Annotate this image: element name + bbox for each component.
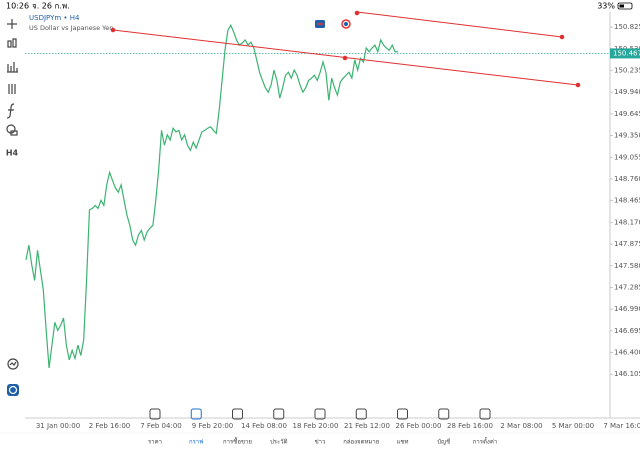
tab-label[interactable]: กล่องจดหมาย	[343, 439, 379, 446]
function-tool[interactable]	[6, 103, 15, 119]
y-tick-label: 146.990	[614, 305, 640, 313]
trend-line[interactable]	[356, 11, 563, 38]
y-tick-label: 146.105	[614, 370, 640, 378]
y-tick-label: 147.285	[614, 283, 640, 291]
tab-icon	[149, 408, 161, 420]
status-time: 10:26	[6, 2, 29, 11]
trend-handle[interactable]	[559, 34, 565, 40]
x-tick-label: 14 Feb 08:00	[241, 422, 287, 430]
tab-label[interactable]: ข่าว	[315, 439, 326, 446]
trade-tool[interactable]	[7, 384, 19, 396]
x-tick-label: 7 Mar 16:00	[603, 422, 640, 430]
objects-tool[interactable]	[6, 124, 18, 136]
current-price-label: 150.467	[613, 49, 640, 57]
tab-bar: ราคา กราฟ การซื้อขาย ประวัติ ข่าว กล่องจดหมาย…	[148, 408, 497, 446]
indicators-tool[interactable]	[7, 62, 18, 73]
tab-icon	[397, 408, 408, 420]
tab-icon	[190, 408, 202, 420]
y-tick-label: 149.645	[614, 110, 640, 118]
x-tick-label: 2 Feb 16:00	[89, 422, 130, 430]
y-tick-label: 148.760	[614, 175, 640, 183]
left-toolbar	[6, 19, 18, 136]
chart-title: USDJPYm • H4	[29, 14, 80, 22]
tab-icon	[314, 408, 326, 420]
y-tick-label: 150.825	[614, 23, 640, 31]
battery-icon	[617, 2, 633, 10]
y-tick-label: 150.235	[614, 66, 640, 74]
zoom-tool[interactable]	[7, 358, 19, 370]
battery-level	[619, 4, 624, 8]
price-line	[25, 23, 398, 369]
x-tick-label: 18 Feb 20:00	[293, 422, 339, 430]
x-tick-label: 7 Feb 04:00	[140, 422, 181, 430]
x-tick-label: 31 Jan 00:00	[36, 422, 80, 430]
chart-icons	[315, 19, 351, 29]
tab-label[interactable]: การตั้งค่า	[473, 436, 497, 446]
y-tick-label: 149.055	[614, 153, 640, 161]
y-tick-label: 149.350	[614, 132, 640, 140]
trend-handle[interactable]	[110, 27, 116, 33]
left-toolbar-bottom	[7, 358, 19, 396]
y-tick-label: 146.695	[614, 327, 640, 335]
x-tick-label: 9 Feb 20:00	[192, 422, 233, 430]
tab-icon	[232, 408, 243, 420]
trend-handle[interactable]	[575, 82, 581, 88]
tab-label[interactable]: บัญชี	[437, 438, 450, 446]
y-tick-label: 147.875	[614, 240, 640, 248]
chart-layer: 150.825150.530150.235149.940149.645149.3…	[25, 23, 640, 430]
trend-handle[interactable]	[342, 55, 348, 61]
x-tick-label: 5 Mar 00:00	[552, 422, 594, 430]
y-tick-label: 147.580	[614, 262, 640, 270]
y-tick-label: 149.940	[614, 88, 640, 96]
tab-label[interactable]: แชท	[397, 439, 409, 446]
tab-icon	[355, 408, 367, 420]
crosshair-tool[interactable]	[7, 19, 17, 29]
x-tick-label: 26 Feb 00:00	[396, 422, 442, 430]
timeframe-button[interactable]: H4	[6, 149, 19, 158]
tab-label[interactable]: กราฟ	[189, 439, 203, 446]
tab-icon	[479, 408, 491, 420]
trend-lines	[110, 10, 581, 88]
tab-icon	[438, 408, 450, 420]
news-icon[interactable]	[341, 19, 351, 29]
y-tick-label: 146.400	[614, 349, 640, 357]
y-tick-label: 148.170	[614, 218, 640, 226]
x-tick-label: 2 Mar 08:00	[500, 422, 542, 430]
status-date: จ. 26 ก.พ.	[32, 2, 70, 11]
chart-subtitle: US Dollar vs Japanese Yen	[29, 24, 113, 32]
tab-icon	[273, 408, 285, 420]
status-battery: 33%	[597, 2, 615, 11]
y-tick-label: 148.465	[614, 197, 640, 205]
x-tick-label: 28 Feb 16:00	[447, 422, 493, 430]
chart-type-tool[interactable]	[7, 38, 17, 48]
x-tick-label: 21 Feb 12:00	[344, 422, 390, 430]
current-price-box	[610, 48, 640, 59]
settings-tool[interactable]	[8, 84, 16, 94]
news-icon-dot	[344, 22, 348, 26]
tab-label[interactable]: ราคา	[148, 439, 162, 446]
tab-label[interactable]: การซื้อขาย	[223, 436, 252, 446]
trend-handle[interactable]	[354, 10, 360, 16]
tab-label[interactable]: ประวัติ	[270, 439, 288, 446]
